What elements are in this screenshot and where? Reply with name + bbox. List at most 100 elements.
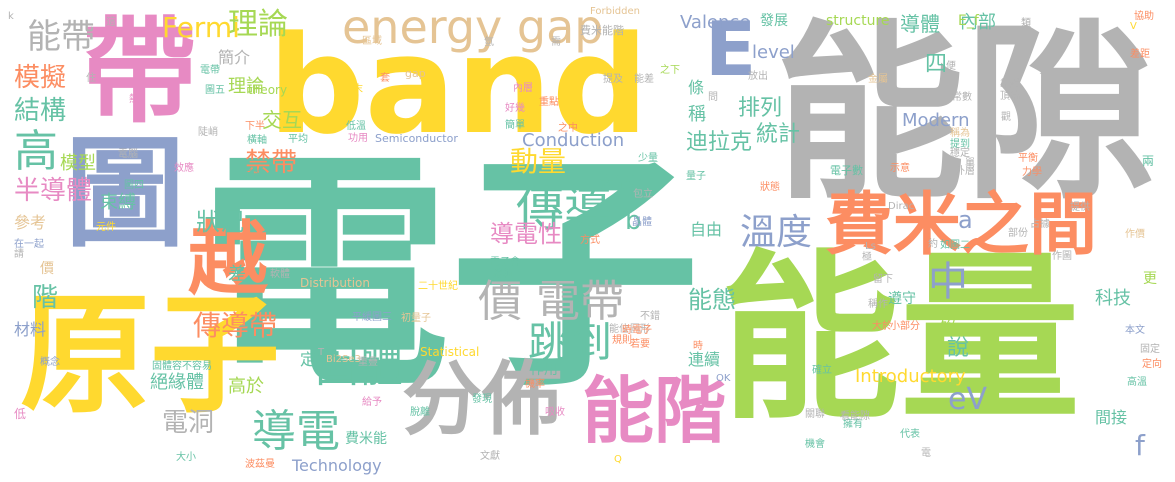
cloud-word: 價 電帶 (478, 276, 624, 327)
cloud-word: 電子會 (490, 257, 520, 268)
cloud-word: Fermi (162, 11, 240, 44)
cloud-word: 分佈 (402, 353, 562, 446)
cloud-word: 溫度 (740, 212, 813, 253)
cloud-word: 狀況 (196, 208, 244, 236)
cloud-word: 提供 (1070, 202, 1090, 213)
cloud-word: 差 (228, 264, 246, 285)
cloud-word: 大部分 (600, 175, 642, 191)
cloud-word: 晶體 (632, 217, 652, 228)
cloud-word: 需 (551, 37, 561, 48)
cloud-word: Forbidden (590, 6, 640, 17)
cloud-word: 差距 (1130, 49, 1150, 60)
cloud-word: T (318, 347, 325, 358)
cloud-word: 下半 (245, 121, 265, 132)
cloud-word: Modern (902, 110, 970, 131)
cloud-word: 理論 (228, 7, 288, 42)
cloud-word: 能階 (582, 369, 727, 453)
cloud-word: 更 (1143, 271, 1157, 287)
cloud-word: 確立 (812, 365, 832, 376)
cloud-word: 機會 (805, 439, 825, 450)
cloud-word: 縱軸 (493, 269, 513, 280)
cloud-word: k (8, 11, 14, 22)
cloud-word: 參考 (14, 213, 47, 232)
cloud-word: 小部分 (890, 321, 920, 332)
cloud-word: V (1130, 21, 1137, 32)
cloud-word: 發展 (760, 13, 788, 29)
cloud-word: 絕緣體 (150, 372, 204, 393)
cloud-word: 遵守 (888, 291, 916, 307)
cloud-word: 吸收 (545, 407, 565, 418)
cloud-word: 價 (40, 261, 54, 277)
cloud-word: 靠近 (1000, 79, 1020, 90)
cloud-word: Statistical (420, 345, 480, 359)
cloud-word: 理論 (228, 76, 264, 97)
cloud-word: 費米之間 (825, 186, 1098, 265)
cloud-word: 外層 (955, 166, 975, 177)
cloud-word: 內部 (960, 12, 996, 33)
cloud-word: 圖四 (124, 180, 144, 191)
cloud-word: 量子 (686, 171, 706, 182)
cloud-word: 住 (86, 73, 96, 84)
cloud-word: 導電性 (490, 220, 562, 248)
cloud-word: 電子數 (830, 164, 863, 177)
cloud-word: 電 (921, 448, 931, 459)
cloud-word: level (752, 42, 795, 63)
cloud-word: 圖三 (372, 312, 392, 323)
cloud-word: 金屬 (868, 74, 888, 85)
cloud-word: 兩 (1142, 154, 1155, 168)
cloud-word: 概念 (40, 357, 60, 368)
cloud-word: 固體容不容易 (152, 361, 212, 372)
cloud-word: 能態 (688, 286, 736, 314)
cloud-word: 稱 (688, 104, 706, 125)
cloud-word: 圖形 (630, 324, 650, 335)
cloud-word: 協助 (1134, 11, 1154, 22)
cloud-word: structure (826, 13, 890, 29)
cloud-word: 固體 (315, 341, 403, 392)
cloud-word: 好幾 (505, 103, 525, 114)
cloud-word: 動量 (510, 145, 567, 178)
cloud-word: 迪拉克 (686, 130, 753, 155)
cloud-word: 連續 (688, 350, 721, 369)
cloud-word: 末 (353, 84, 363, 95)
cloud-word: 氫 (484, 37, 494, 48)
cloud-word: 定義 (300, 350, 333, 369)
cloud-word: E (705, 5, 757, 93)
cloud-word: 留下 (873, 274, 893, 285)
cloud-word: OK (716, 373, 731, 384)
cloud-word: 這 (106, 17, 116, 28)
cloud-word: 陡峭 (198, 127, 218, 138)
cloud-word: 作用 (530, 362, 558, 378)
cloud-word: 跳到 (528, 318, 613, 367)
cloud-word: 機率 (525, 379, 545, 390)
cloud-word: 能量 (720, 235, 1081, 444)
cloud-word: 越 (188, 213, 268, 306)
cloud-word: 部份 (1008, 228, 1028, 239)
cloud-word: 關聯 (805, 409, 825, 420)
cloud-word: 模型 (60, 153, 96, 174)
cloud-word: 自由 (690, 220, 723, 239)
cloud-word: 能位 (609, 324, 629, 335)
cloud-word: 提及 (603, 74, 623, 85)
cloud-word: 力學 (1022, 167, 1042, 178)
cloud-word: 二十世紀 (418, 281, 458, 292)
cloud-word: 作價 (1125, 229, 1145, 240)
cloud-word: 大於 (872, 321, 892, 332)
cloud-word: 之中 (558, 123, 578, 134)
cloud-word: 看能隙 (840, 411, 870, 422)
cloud-word: 高於 (228, 376, 264, 397)
cloud-word: 規則 (612, 335, 632, 346)
cloud-word: 四 (925, 52, 948, 77)
cloud-word: 電腦 (118, 149, 138, 160)
cloud-word: E_f (958, 13, 979, 29)
cloud-word: 如圖二 (940, 240, 970, 251)
cloud-word: 約 (928, 239, 938, 250)
cloud-word: 問 (708, 92, 718, 103)
cloud-word: band (268, 7, 649, 164)
cloud-word: 占據 (1030, 219, 1050, 230)
cloud-word: Ls (865, 241, 876, 252)
cloud-word: 本文 (1125, 325, 1145, 336)
cloud-word: Conduction (522, 130, 625, 151)
cloud-word: 束縛 (100, 192, 136, 213)
cloud-word: 擁有 (843, 419, 863, 430)
cloud-word: 傳導帶 (193, 309, 278, 342)
